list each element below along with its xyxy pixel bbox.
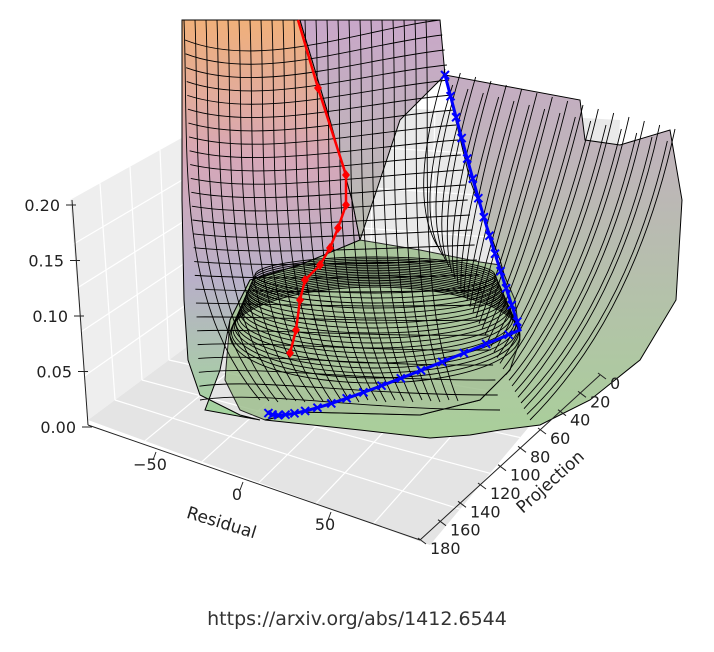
x-axis-line <box>87 424 421 541</box>
red-marker <box>286 348 294 358</box>
y-tick-mark <box>537 427 547 435</box>
y-axis-line <box>419 374 601 541</box>
y-tick-label: 160 <box>450 521 481 540</box>
blue-marker <box>484 230 495 241</box>
y-tick-label: 100 <box>510 466 541 485</box>
blue-marker <box>512 317 522 327</box>
y-tick-mark <box>517 445 527 453</box>
blue-marker <box>506 300 517 310</box>
blue-marker <box>300 406 310 416</box>
y-tick-label: 0 <box>610 374 620 393</box>
blue-marker <box>473 193 484 203</box>
blue-marker <box>396 373 406 384</box>
blue-marker <box>479 212 489 222</box>
red-marker <box>326 243 334 253</box>
red-marker <box>334 223 342 233</box>
blue-marker <box>468 173 478 184</box>
red-marker <box>342 200 350 210</box>
y-tick-mark <box>477 482 487 490</box>
blue-marker <box>490 248 500 259</box>
x-tick-mark <box>152 451 157 461</box>
x-tick-mark <box>327 511 332 521</box>
blue-marker <box>341 393 352 404</box>
y-tick-label: 120 <box>490 484 521 503</box>
z-tick-label: 0.20 <box>24 196 60 215</box>
x-tick-label: 50 <box>315 515 335 534</box>
z-axis-line <box>71 199 89 426</box>
blue-marker <box>503 329 514 340</box>
red-marker <box>296 295 304 305</box>
y-tick-label: 80 <box>530 447 550 466</box>
y-tick-mark <box>437 519 447 527</box>
trajectories <box>263 19 522 420</box>
blue-marker <box>280 410 291 420</box>
source-url[interactable]: https://arxiv.org/abs/1412.6544 <box>207 608 507 630</box>
blue-trajectory-markers <box>263 70 522 420</box>
y-tick-mark <box>557 409 567 417</box>
y-tick-mark <box>457 500 467 508</box>
blue-marker <box>263 408 274 418</box>
red-trajectory-markers <box>286 83 350 358</box>
blue-marker <box>462 153 472 164</box>
z-tick-label: 0.10 <box>32 307 68 326</box>
y-tick-mark <box>417 537 427 545</box>
blue-marker <box>376 380 387 391</box>
blue-marker <box>445 91 456 101</box>
z-axis: 0.20 0.15 0.10 0.05 0.00 <box>24 196 92 437</box>
blue-marker <box>312 402 323 413</box>
y-tick-mark <box>597 372 607 380</box>
blue-marker <box>501 283 511 293</box>
z-tick-label: 0.15 <box>28 252 64 271</box>
y-tick-label: 20 <box>590 392 610 411</box>
red-marker <box>314 83 322 93</box>
y-tick-mark <box>577 390 587 398</box>
red-marker <box>301 275 309 285</box>
blue-marker <box>456 133 467 143</box>
red-marker <box>292 325 300 335</box>
y-tick-label: 40 <box>570 411 590 430</box>
loss-surface <box>181 19 683 439</box>
blue-marker <box>481 339 491 349</box>
blue-marker <box>440 70 450 80</box>
x-tick-label: 0 <box>232 485 242 504</box>
z-tick-label: 0.05 <box>36 363 72 382</box>
y-tick-label: 140 <box>470 502 501 521</box>
y-tick-label: 60 <box>550 429 570 448</box>
blue-marker <box>451 112 461 122</box>
y-tick-label: 180 <box>430 539 461 558</box>
red-marker <box>342 170 350 180</box>
blue-marker <box>358 387 369 398</box>
x-tick-label: −50 <box>133 455 167 474</box>
x-tick-mark <box>239 481 244 491</box>
blue-marker <box>289 408 300 419</box>
blue-marker <box>416 365 426 376</box>
z-tick-label: 0.00 <box>40 418 76 437</box>
blue-marker <box>459 348 469 358</box>
blue-marker <box>326 398 337 409</box>
blue-marker <box>495 266 506 276</box>
red-marker <box>316 260 324 270</box>
y-tick-mark <box>497 464 507 472</box>
x-axis-label: Residual <box>184 503 259 543</box>
blue-marker <box>437 357 447 367</box>
